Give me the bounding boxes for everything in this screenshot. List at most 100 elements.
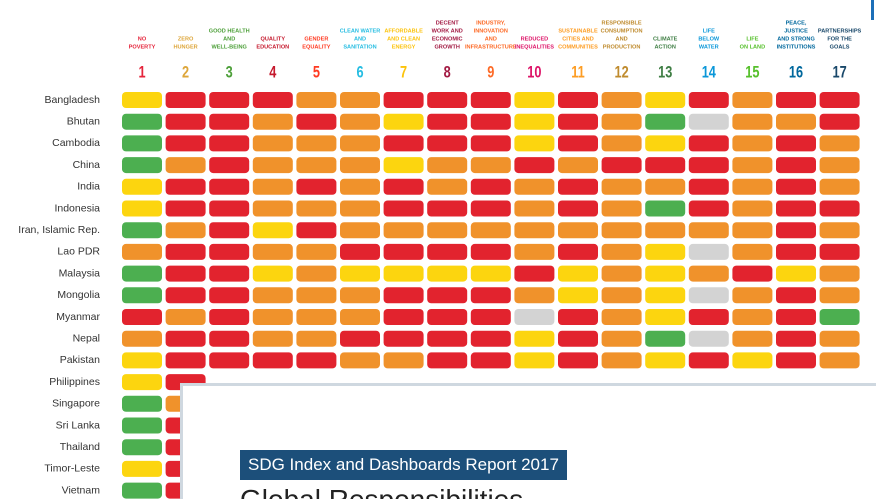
rating-cell	[732, 113, 773, 130]
goal-number: 12	[615, 63, 629, 82]
rating-cell	[514, 157, 555, 174]
goal-label: ZERO	[178, 36, 194, 42]
rating-cell	[688, 135, 729, 152]
rating-cell	[776, 113, 816, 130]
rating-cell	[340, 113, 380, 130]
rating-cell	[776, 243, 816, 260]
rating-cell	[732, 265, 773, 282]
rating-cell	[688, 92, 729, 108]
rating-cell	[732, 200, 773, 217]
rating-cell	[776, 330, 816, 347]
rating-cell	[122, 417, 162, 434]
goal-label: PARTNERSHIPS	[818, 28, 862, 34]
country-label: Indonesia	[54, 202, 100, 214]
rating-cell	[340, 243, 380, 260]
rating-cell	[645, 243, 686, 260]
country-label: Nepal	[73, 332, 100, 344]
rating-cell	[427, 265, 468, 282]
rating-cell	[165, 222, 206, 239]
rating-cell	[514, 287, 555, 304]
rating-cell	[558, 352, 598, 369]
goal-label: INEQUALITIES	[515, 44, 554, 50]
goal-label: SANITATION	[343, 44, 376, 50]
goal-number: 11	[571, 63, 584, 82]
goal-number: 2	[182, 63, 189, 82]
rating-cell	[819, 178, 860, 195]
rating-cell	[819, 352, 860, 369]
rating-cell	[688, 352, 729, 369]
rating-cell	[558, 309, 598, 325]
rating-cell	[427, 330, 468, 347]
goal-label: INNOVATION	[474, 28, 508, 34]
rating-cell	[209, 309, 250, 325]
rating-cell	[645, 352, 686, 369]
rating-cell	[122, 395, 162, 412]
rating-cell	[383, 330, 424, 347]
country-label: Vietnam	[62, 484, 101, 496]
rating-cell	[209, 265, 250, 282]
report-card[interactable]: SDG Index and Dashboards Report 2017 Glo…	[180, 383, 876, 499]
rating-cell	[558, 178, 598, 195]
country-label: Lao PDR	[57, 246, 100, 258]
rating-cell	[340, 178, 380, 195]
country-label: Bhutan	[67, 115, 100, 127]
rating-cell	[165, 352, 206, 369]
rating-cell	[383, 352, 424, 369]
goal-number: 10	[527, 63, 541, 82]
goal-label: EQUALITY	[302, 44, 331, 50]
goal-label: INFRASTRUCTURE	[465, 44, 517, 50]
rating-cell	[427, 352, 468, 369]
rating-cell	[296, 330, 337, 347]
rating-cell	[296, 243, 337, 260]
rating-cell	[340, 92, 380, 108]
rating-cell	[688, 287, 729, 304]
rating-cell	[645, 135, 686, 152]
rating-cell	[296, 178, 337, 195]
goal-label: PRODUCTION	[603, 44, 641, 50]
rating-cell	[470, 265, 511, 282]
rating-cell	[427, 287, 468, 304]
goal-label: NO	[138, 36, 147, 42]
rating-cell	[776, 178, 816, 195]
country-label: Timor-Leste	[44, 463, 100, 475]
country-label: Bangladesh	[45, 94, 101, 106]
rating-cell	[514, 200, 555, 217]
rating-cell	[732, 330, 773, 347]
rating-cell	[427, 135, 468, 152]
goal-label: ENERGY	[392, 44, 416, 50]
rating-cell	[427, 200, 468, 217]
rating-cell	[732, 287, 773, 304]
rating-cell	[122, 92, 162, 108]
rating-cell	[209, 287, 250, 304]
rating-cell	[252, 178, 293, 195]
rating-cell	[165, 200, 206, 217]
rating-cell	[776, 135, 816, 152]
rating-cell	[252, 157, 293, 174]
rating-cell	[209, 178, 250, 195]
goal-number: 3	[226, 63, 233, 82]
country-label: Philippines	[49, 376, 100, 388]
rating-cell	[165, 265, 206, 282]
rating-cell	[209, 200, 250, 217]
report-heading: Global Responsibilities	[240, 484, 523, 499]
goal-number: 9	[487, 63, 494, 82]
goal-number: 16	[789, 63, 803, 82]
rating-cell	[688, 157, 729, 174]
goal-label: BELOW	[698, 36, 720, 42]
goal-label: HUNGER	[173, 44, 197, 50]
goal-label: AND	[485, 36, 497, 42]
rating-cell	[383, 200, 424, 217]
rating-cell	[296, 265, 337, 282]
rating-cell	[470, 309, 511, 325]
rating-cell	[122, 287, 162, 304]
goal-label: EDUCATION	[256, 44, 289, 50]
rating-cell	[383, 265, 424, 282]
rating-cell	[732, 222, 773, 239]
rating-cell	[558, 113, 598, 130]
rating-cell	[340, 309, 380, 325]
rating-cell	[601, 135, 642, 152]
rating-cell	[558, 92, 598, 108]
goal-number: 13	[658, 63, 672, 82]
